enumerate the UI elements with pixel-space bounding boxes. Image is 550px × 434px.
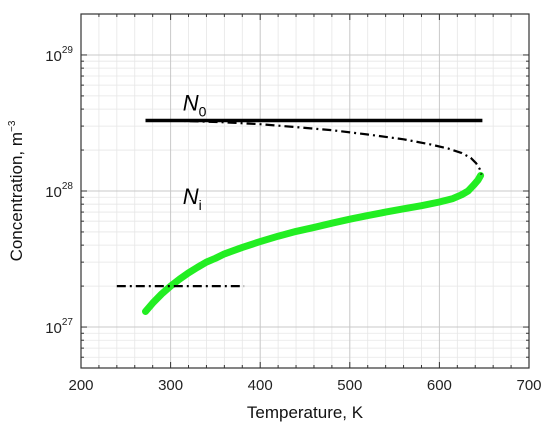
annotation-base: N xyxy=(183,184,199,209)
ticks xyxy=(80,13,530,369)
y-tick-label: 1029 xyxy=(45,45,73,65)
y-tick-label-exp: 29 xyxy=(62,45,74,56)
annotation-subscript: i xyxy=(199,197,202,213)
annotation-ni: Ni xyxy=(183,184,202,213)
y-tick-label: 1028 xyxy=(45,181,73,201)
x-tick-label: 300 xyxy=(158,377,183,394)
annotation-n0: N0 xyxy=(183,91,207,120)
annotation-base: N xyxy=(183,91,199,116)
y-tick-label-exp: 28 xyxy=(62,181,74,192)
x-tick-label: 700 xyxy=(516,377,541,394)
annotation-subscript: 0 xyxy=(199,104,207,120)
y-tick-label-exp: 27 xyxy=(62,317,74,328)
series-layer xyxy=(116,118,485,315)
y-axis-label: Concentration, m−3 xyxy=(7,120,26,261)
y-axis-label-exp: −3 xyxy=(7,120,18,132)
x-tick-label: 500 xyxy=(337,377,362,394)
series-line-dash-dot xyxy=(170,119,483,175)
y-tick-label-base: 10 xyxy=(45,320,62,337)
grid-major xyxy=(81,14,529,368)
x-axis-label: Temperature, K xyxy=(247,403,364,422)
y-tick-label: 1027 xyxy=(45,317,73,337)
x-tick-label: 200 xyxy=(68,377,93,394)
y-tick-label-base: 10 xyxy=(45,184,62,201)
x-tick-label: 600 xyxy=(427,377,452,394)
x-tick-label: 400 xyxy=(248,377,273,394)
series-line-ni xyxy=(142,172,485,315)
y-axis-label-base: Concentration, m xyxy=(7,132,26,261)
x-tick-labels: 200 300 400 500 600 700 xyxy=(68,377,541,394)
y-tick-label-base: 10 xyxy=(45,48,62,65)
